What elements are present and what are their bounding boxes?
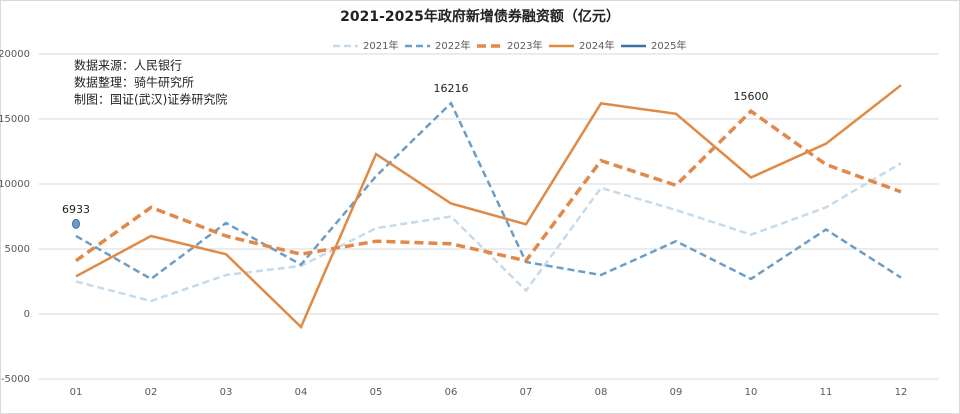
data-label: 15600 — [734, 90, 769, 103]
series-line — [75, 84, 902, 330]
point — [72, 218, 80, 229]
y-tick-label: 0 — [24, 309, 30, 320]
x-tick-label: 11 — [820, 387, 833, 398]
annotation: 数据来源：人民银行 — [74, 58, 182, 73]
y-tick-label: 15000 — [0, 114, 30, 125]
legend-label: 2021年 — [363, 39, 398, 52]
annotation: 数据整理：骑牛研究所 — [74, 75, 194, 90]
annotation: 制图：国证(武汉)证券研究院 — [74, 92, 227, 107]
x-tick-label: 07 — [520, 387, 533, 398]
x-tick-label: 10 — [745, 387, 758, 398]
x-tick-label: 06 — [445, 387, 458, 398]
y-tick-label: 10000 — [0, 179, 30, 190]
y-tick-label: 5000 — [5, 244, 30, 255]
chart-title: 2021-2025年政府新增债券融资额（亿元） — [340, 8, 620, 25]
x-tick-label: 08 — [595, 387, 608, 398]
x-tick-label: 03 — [220, 387, 233, 398]
legend-label: 2022年 — [435, 39, 470, 52]
x-tick-label: 09 — [670, 387, 683, 398]
series-line — [75, 101, 902, 281]
data-label: 16216 — [434, 82, 469, 95]
data-label: 6933 — [62, 203, 90, 216]
legend-label: 2025年 — [651, 39, 686, 52]
x-tick-label: 05 — [370, 387, 383, 398]
x-tick-label: 01 — [70, 387, 83, 398]
legend-label: 2024年 — [579, 39, 614, 52]
series-line — [74, 108, 902, 263]
x-tick-label: 04 — [295, 387, 308, 398]
x-tick-label: 12 — [895, 387, 908, 398]
x-tick-label: 02 — [145, 387, 158, 398]
y-tick-label: -5000 — [1, 374, 30, 385]
legend-label: 2023年 — [507, 39, 542, 52]
y-tick-label: 20000 — [0, 49, 30, 60]
